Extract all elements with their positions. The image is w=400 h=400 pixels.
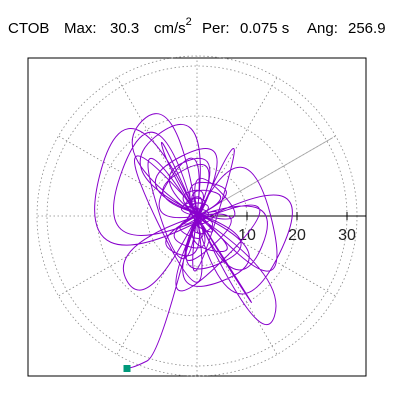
chart-header: CTOB Max: 30.3 cm/s2 Per: 0.075 s Ang: 2… bbox=[0, 0, 400, 50]
max-unit: cm/s2 bbox=[154, 16, 192, 37]
grid-spoke bbox=[58, 240, 154, 297]
ang-value: 256.9 bbox=[348, 20, 386, 37]
max-value: 30.3 bbox=[110, 20, 140, 37]
max-label: Max: bbox=[64, 20, 97, 37]
grid-spoke bbox=[240, 240, 336, 297]
grid-spoke bbox=[221, 77, 278, 173]
max-unit-exponent: 2 bbox=[185, 16, 192, 28]
end-marker bbox=[123, 365, 131, 372]
polar-axis: 10 20 30 bbox=[197, 212, 366, 244]
x-tick-label: 20 bbox=[288, 227, 306, 244]
max-unit-text: cm/s bbox=[154, 20, 186, 37]
per-value: 0.075 s bbox=[240, 20, 290, 37]
trajectory bbox=[94, 113, 293, 372]
ang-label: Ang: bbox=[307, 20, 338, 37]
per-label: Per: bbox=[202, 20, 230, 37]
x-tick-label: 30 bbox=[338, 227, 356, 244]
trajectory-path bbox=[94, 113, 293, 369]
grid-spoke bbox=[116, 259, 173, 355]
station-code: CTOB bbox=[8, 20, 50, 37]
